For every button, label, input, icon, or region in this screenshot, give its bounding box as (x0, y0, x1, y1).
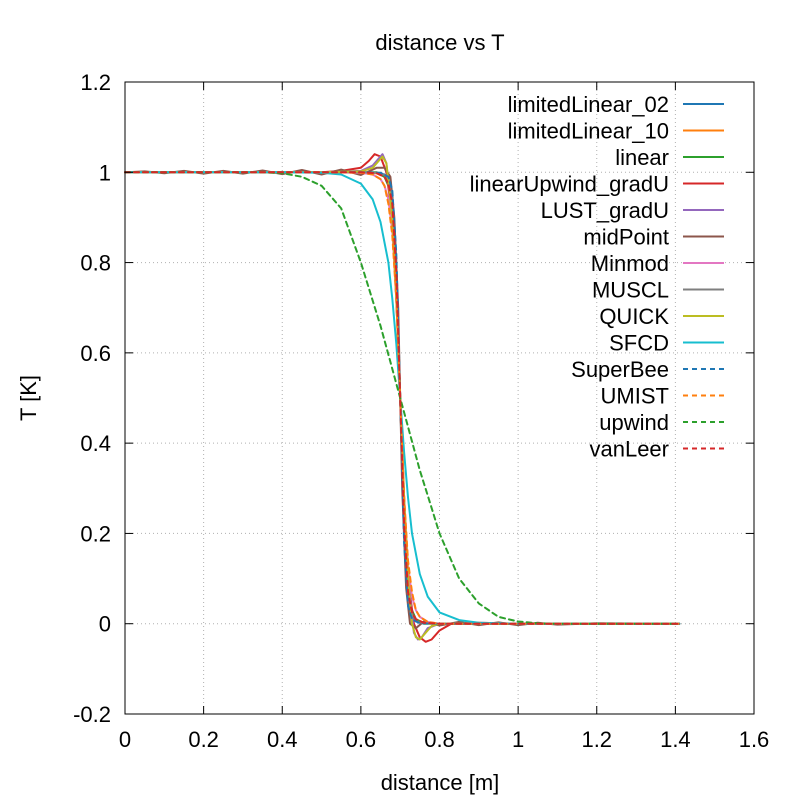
legend-label: LUST_gradU (541, 198, 669, 223)
legend-label: upwind (599, 410, 669, 435)
x-tick-label: 1.4 (660, 727, 691, 752)
legend-label: SFCD (609, 331, 669, 356)
legend-label: midPoint (583, 225, 669, 250)
x-tick-label: 1.2 (581, 727, 612, 752)
legend-label: linear (615, 145, 669, 170)
y-tick-label: 1.2 (80, 70, 111, 95)
y-tick-labels: -0.2 0 0.2 0.4 0.6 0.8 1 1.2 (73, 70, 111, 727)
legend-label: limitedLinear_10 (508, 119, 669, 144)
y-tick-label: -0.2 (73, 702, 111, 727)
chart-title: distance vs T (375, 30, 504, 55)
y-tick-label: 0.8 (80, 251, 111, 276)
y-tick-label: 1 (99, 160, 111, 185)
legend-label: linearUpwind_gradU (470, 172, 669, 197)
x-tick-label: 0.6 (346, 727, 377, 752)
y-tick-label: 0.4 (80, 431, 111, 456)
y-tick-label: 0 (99, 612, 111, 637)
x-tick-label: 1 (512, 727, 524, 752)
series-line-vanLeer (124, 171, 681, 625)
series-layer (124, 153, 681, 643)
x-tick-label: 1.6 (739, 727, 770, 752)
legend-label: MUSCL (592, 278, 669, 303)
x-axis-label: distance [m] (381, 770, 500, 795)
y-tick-label: 0.2 (80, 521, 111, 546)
y-tick-label: 0.6 (80, 341, 111, 366)
series-line-upwind (124, 171, 681, 625)
x-tick-label: 0.4 (267, 727, 298, 752)
legend-label: Minmod (591, 251, 669, 276)
legend-label: QUICK (599, 304, 669, 329)
x-tick-labels: 0 0.2 0.4 0.6 0.8 1 1.2 1.4 1.6 (119, 727, 769, 752)
x-tick-label: 0 (119, 727, 131, 752)
y-axis-label: T [K] (16, 375, 41, 421)
legend-label: SuperBee (571, 357, 669, 382)
x-tick-label: 0.2 (188, 727, 219, 752)
axis-ticks (124, 81, 755, 715)
legend: limitedLinear_02limitedLinear_10linearli… (470, 92, 724, 462)
x-tick-label: 0.8 (424, 727, 455, 752)
legend-label: limitedLinear_02 (508, 92, 669, 117)
legend-label: UMIST (601, 384, 669, 409)
legend-label: vanLeer (589, 437, 669, 462)
